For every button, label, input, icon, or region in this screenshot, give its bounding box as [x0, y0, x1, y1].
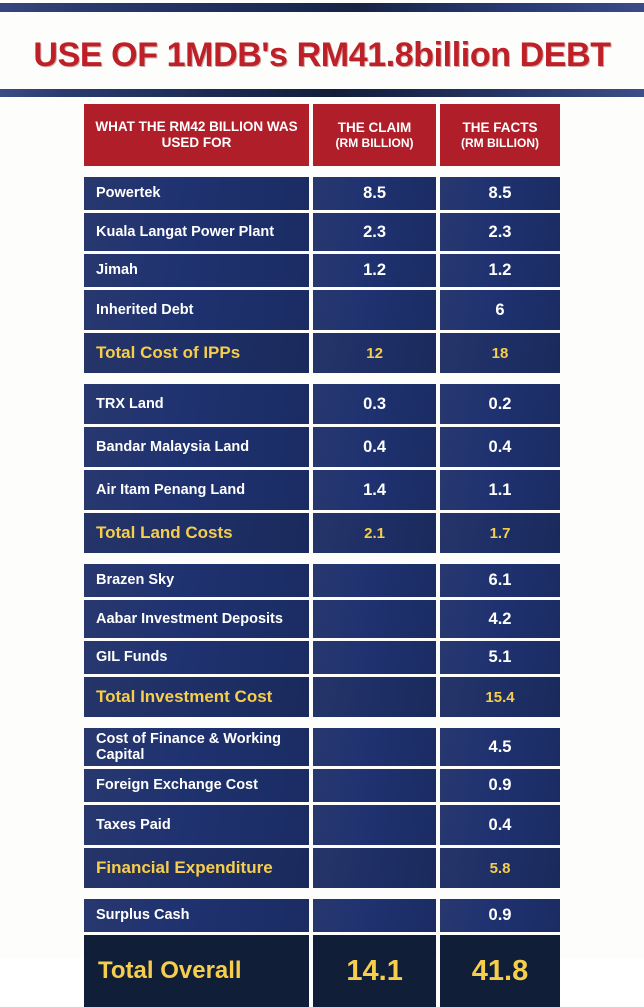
grand-total-facts-value: 41.8 — [440, 935, 560, 1007]
row-label: Cost of Finance & Working Capital — [84, 728, 310, 766]
total-row-label: Total Cost of IPPs — [84, 333, 310, 373]
total-row-label: Financial Expenditure — [84, 848, 310, 888]
total-row-claim-value — [313, 677, 437, 717]
table-row: Taxes Paid 0.4 — [84, 805, 560, 845]
row-claim-value — [313, 600, 437, 638]
row-label: Bandar Malaysia Land — [84, 427, 310, 467]
row-label: Aabar Investment Deposits — [84, 600, 310, 638]
table-total-row: Total Land Costs 2.1 1.7 — [84, 513, 560, 553]
total-row-label: Total Investment Cost — [84, 677, 310, 717]
group-separator — [84, 717, 560, 728]
table-row: Kuala Langat Power Plant 2.3 2.3 — [84, 213, 560, 251]
table-row: GIL Funds 5.1 — [84, 641, 560, 674]
row-facts-value: 5.1 — [440, 641, 560, 674]
table-header-row: WHAT THE RM42 BILLION WAS USED FOR THE C… — [84, 104, 560, 166]
group-separator — [84, 373, 560, 384]
total-row-label: Total Land Costs — [84, 513, 310, 553]
column-header-claim-unit: (RM BILLION) — [335, 135, 414, 150]
row-label: Brazen Sky — [84, 564, 310, 597]
group-separator — [84, 888, 560, 899]
row-label: Jimah — [84, 254, 310, 287]
row-claim-value: 2.3 — [313, 213, 437, 251]
group-separator — [84, 166, 560, 177]
grand-total-label: Total Overall — [84, 935, 310, 1007]
row-claim-value: 0.3 — [313, 384, 437, 424]
table-row: Air Itam Penang Land 1.4 1.1 — [84, 470, 560, 510]
row-facts-value: 1.2 — [440, 254, 560, 287]
row-facts-value: 8.5 — [440, 177, 560, 210]
top-divider-rule — [0, 3, 644, 12]
table-row: Foreign Exchange Cost 0.9 — [84, 769, 560, 802]
table-row: Cost of Finance & Working Capital 4.5 — [84, 728, 560, 766]
total-row-claim-value — [313, 848, 437, 888]
row-facts-value: 0.4 — [440, 427, 560, 467]
table-row: TRX Land 0.3 0.2 — [84, 384, 560, 424]
row-facts-value: 4.5 — [440, 728, 560, 766]
column-header-facts: THE FACTS (RM BILLION) — [440, 104, 560, 166]
row-facts-value: 0.9 — [440, 769, 560, 802]
column-header-facts-unit: (RM BILLION) — [461, 135, 539, 150]
row-facts-value: 0.4 — [440, 805, 560, 845]
table-total-row: Financial Expenditure 5.8 — [84, 848, 560, 888]
grand-total-claim-value: 14.1 — [313, 935, 437, 1007]
column-header-claim: THE CLAIM (RM BILLION) — [313, 104, 437, 166]
row-label: Kuala Langat Power Plant — [84, 213, 310, 251]
row-claim-value — [313, 899, 437, 932]
row-facts-value: 6 — [440, 290, 560, 330]
table-total-row: Total Cost of IPPs 12 18 — [84, 333, 560, 373]
row-label: Surplus Cash — [84, 899, 310, 932]
total-row-claim-value: 2.1 — [313, 513, 437, 553]
table-row: Surplus Cash 0.9 — [84, 899, 560, 932]
total-row-claim-value: 12 — [313, 333, 437, 373]
row-claim-value: 8.5 — [313, 177, 437, 210]
row-facts-value: 4.2 — [440, 600, 560, 638]
row-claim-value — [313, 564, 437, 597]
row-label: Air Itam Penang Land — [84, 470, 310, 510]
row-claim-value — [313, 641, 437, 674]
page-title: USE OF 1MDB's RM41.8billion DEBT — [33, 35, 611, 74]
table-row: Inherited Debt 6 — [84, 290, 560, 330]
row-claim-value — [313, 728, 437, 766]
total-row-facts-value: 1.7 — [440, 513, 560, 553]
total-row-facts-value: 15.4 — [440, 677, 560, 717]
row-facts-value: 6.1 — [440, 564, 560, 597]
group-separator — [84, 553, 560, 564]
table-row: Bandar Malaysia Land 0.4 0.4 — [84, 427, 560, 467]
row-claim-value: 1.2 — [313, 254, 437, 287]
row-label: Powertek — [84, 177, 310, 210]
row-label: Foreign Exchange Cost — [84, 769, 310, 802]
row-claim-value — [313, 290, 437, 330]
column-header-category: WHAT THE RM42 BILLION WAS USED FOR — [84, 104, 310, 166]
row-label: Taxes Paid — [84, 805, 310, 845]
row-claim-value — [313, 805, 437, 845]
row-facts-value: 2.3 — [440, 213, 560, 251]
row-claim-value: 1.4 — [313, 470, 437, 510]
row-label: GIL Funds — [84, 641, 310, 674]
title-underline-rule — [0, 89, 644, 97]
row-label: Inherited Debt — [84, 290, 310, 330]
table-total-row: Total Investment Cost 15.4 — [84, 677, 560, 717]
total-row-facts-value: 5.8 — [440, 848, 560, 888]
row-label: TRX Land — [84, 384, 310, 424]
grand-total-row: Total Overall 14.1 41.8 — [84, 935, 560, 1007]
row-claim-value — [313, 769, 437, 802]
infographic-page: USE OF 1MDB's RM41.8billion DEBT WHAT TH… — [0, 3, 644, 1007]
row-claim-value: 0.4 — [313, 427, 437, 467]
table-row: Powertek 8.5 8.5 — [84, 177, 560, 210]
row-facts-value: 0.2 — [440, 384, 560, 424]
column-header-facts-title: THE FACTS — [462, 119, 538, 135]
row-facts-value: 1.1 — [440, 470, 560, 510]
table-row: Jimah 1.2 1.2 — [84, 254, 560, 287]
table-row: Aabar Investment Deposits 4.2 — [84, 600, 560, 638]
row-facts-value: 0.9 — [440, 899, 560, 932]
debt-breakdown-table: WHAT THE RM42 BILLION WAS USED FOR THE C… — [84, 104, 560, 1007]
column-header-claim-title: THE CLAIM — [337, 119, 412, 135]
total-row-facts-value: 18 — [440, 333, 560, 373]
table-row: Brazen Sky 6.1 — [84, 564, 560, 597]
